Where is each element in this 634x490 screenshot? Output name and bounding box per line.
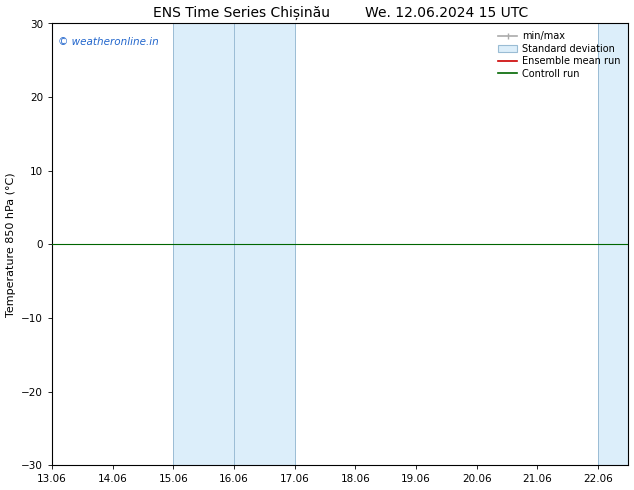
- Text: © weatheronline.in: © weatheronline.in: [58, 37, 158, 47]
- Bar: [173, 24, 234, 465]
- Legend: min/max, Standard deviation, Ensemble mean run, Controll run: min/max, Standard deviation, Ensemble me…: [495, 28, 624, 81]
- Bar: [234, 24, 295, 465]
- Bar: [598, 24, 628, 465]
- Y-axis label: Temperature 850 hPa (°C): Temperature 850 hPa (°C): [6, 172, 16, 317]
- Title: ENS Time Series Chișinău        We. 12.06.2024 15 UTC: ENS Time Series Chișinău We. 12.06.2024 …: [153, 5, 528, 20]
